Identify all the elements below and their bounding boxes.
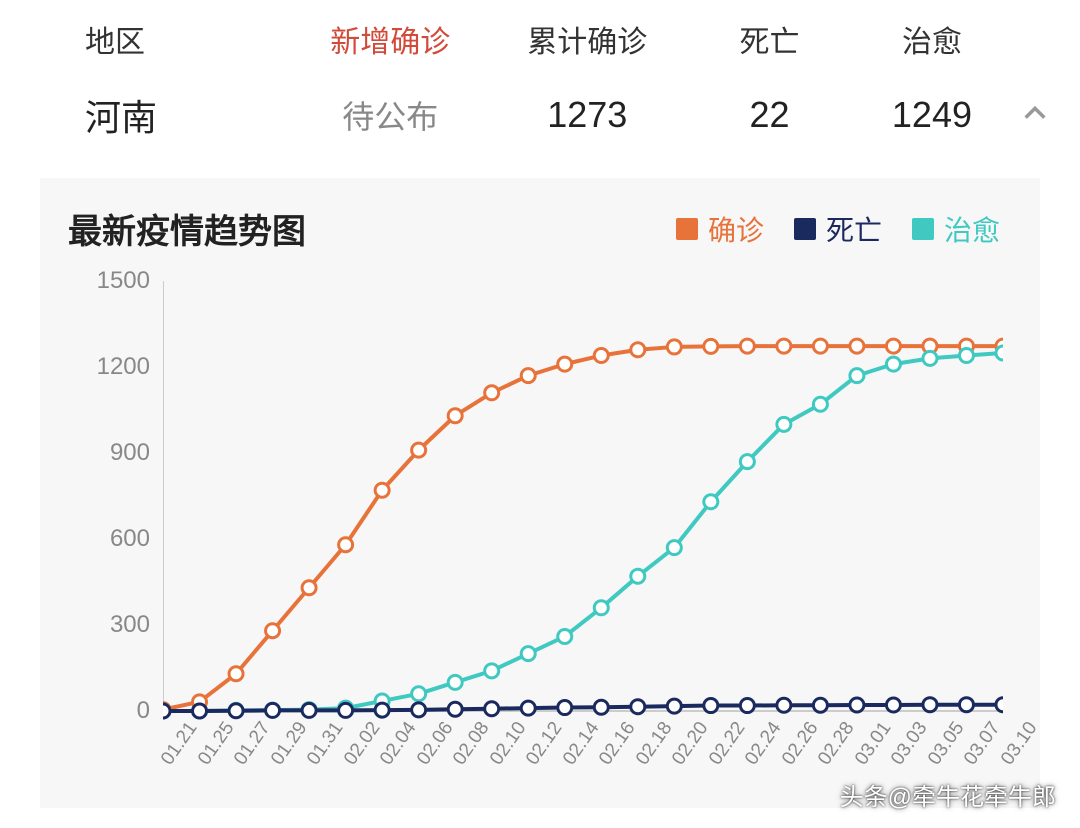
legend-confirmed: 确诊 [676,209,764,249]
table-row[interactable]: 河南 待公布 1273 22 1249 [0,70,1080,160]
trend-chart-card: 最新疫情趋势图 确诊 死亡 治愈 030060090012001500 01.2… [40,178,1040,808]
chart-title: 最新疫情趋势图 [68,204,306,253]
y-tick-label: 0 [137,697,150,725]
watermark-text: 头条@牵牛花牵牛郎 [840,777,1056,812]
td-deaths: 22 [686,94,853,136]
stats-table: 地区 新增确诊 累计确诊 死亡 治愈 河南 待公布 1273 22 1249 [0,0,1080,160]
legend-swatch-deaths [794,218,816,240]
y-tick-label: 1500 [97,267,150,295]
y-tick-label: 1200 [97,353,150,381]
td-region: 河南 [85,89,292,141]
trend-chart-svg [163,271,1003,771]
chevron-up-icon [1021,99,1049,132]
td-cured: 1249 [853,94,1011,136]
legend-cured: 治愈 [912,209,1000,249]
legend-swatch-confirmed [676,218,698,240]
legend-label-cured: 治愈 [944,209,1000,249]
chart-legend: 确诊 死亡 治愈 [676,209,1020,249]
th-cured: 治愈 [853,17,1011,61]
td-total-confirmed: 1273 [489,94,686,136]
legend-label-confirmed: 确诊 [708,209,764,249]
y-axis-labels: 030060090012001500 [68,271,158,711]
chart-plot-area: 030060090012001500 01.2101.2501.2701.290… [68,271,1008,771]
collapse-button[interactable] [1011,99,1060,132]
legend-label-deaths: 死亡 [826,209,882,249]
table-header-row: 地区 新增确诊 累计确诊 死亡 治愈 [0,0,1080,70]
th-deaths: 死亡 [686,17,853,61]
th-region: 地区 [85,17,292,61]
y-tick-label: 900 [110,439,150,467]
legend-deaths: 死亡 [794,209,882,249]
th-total-confirmed: 累计确诊 [489,17,686,61]
td-new-confirmed: 待公布 [292,92,489,138]
y-tick-label: 300 [110,611,150,639]
legend-swatch-cured [912,218,934,240]
th-new-confirmed: 新增确诊 [292,17,489,61]
y-tick-label: 600 [110,525,150,553]
